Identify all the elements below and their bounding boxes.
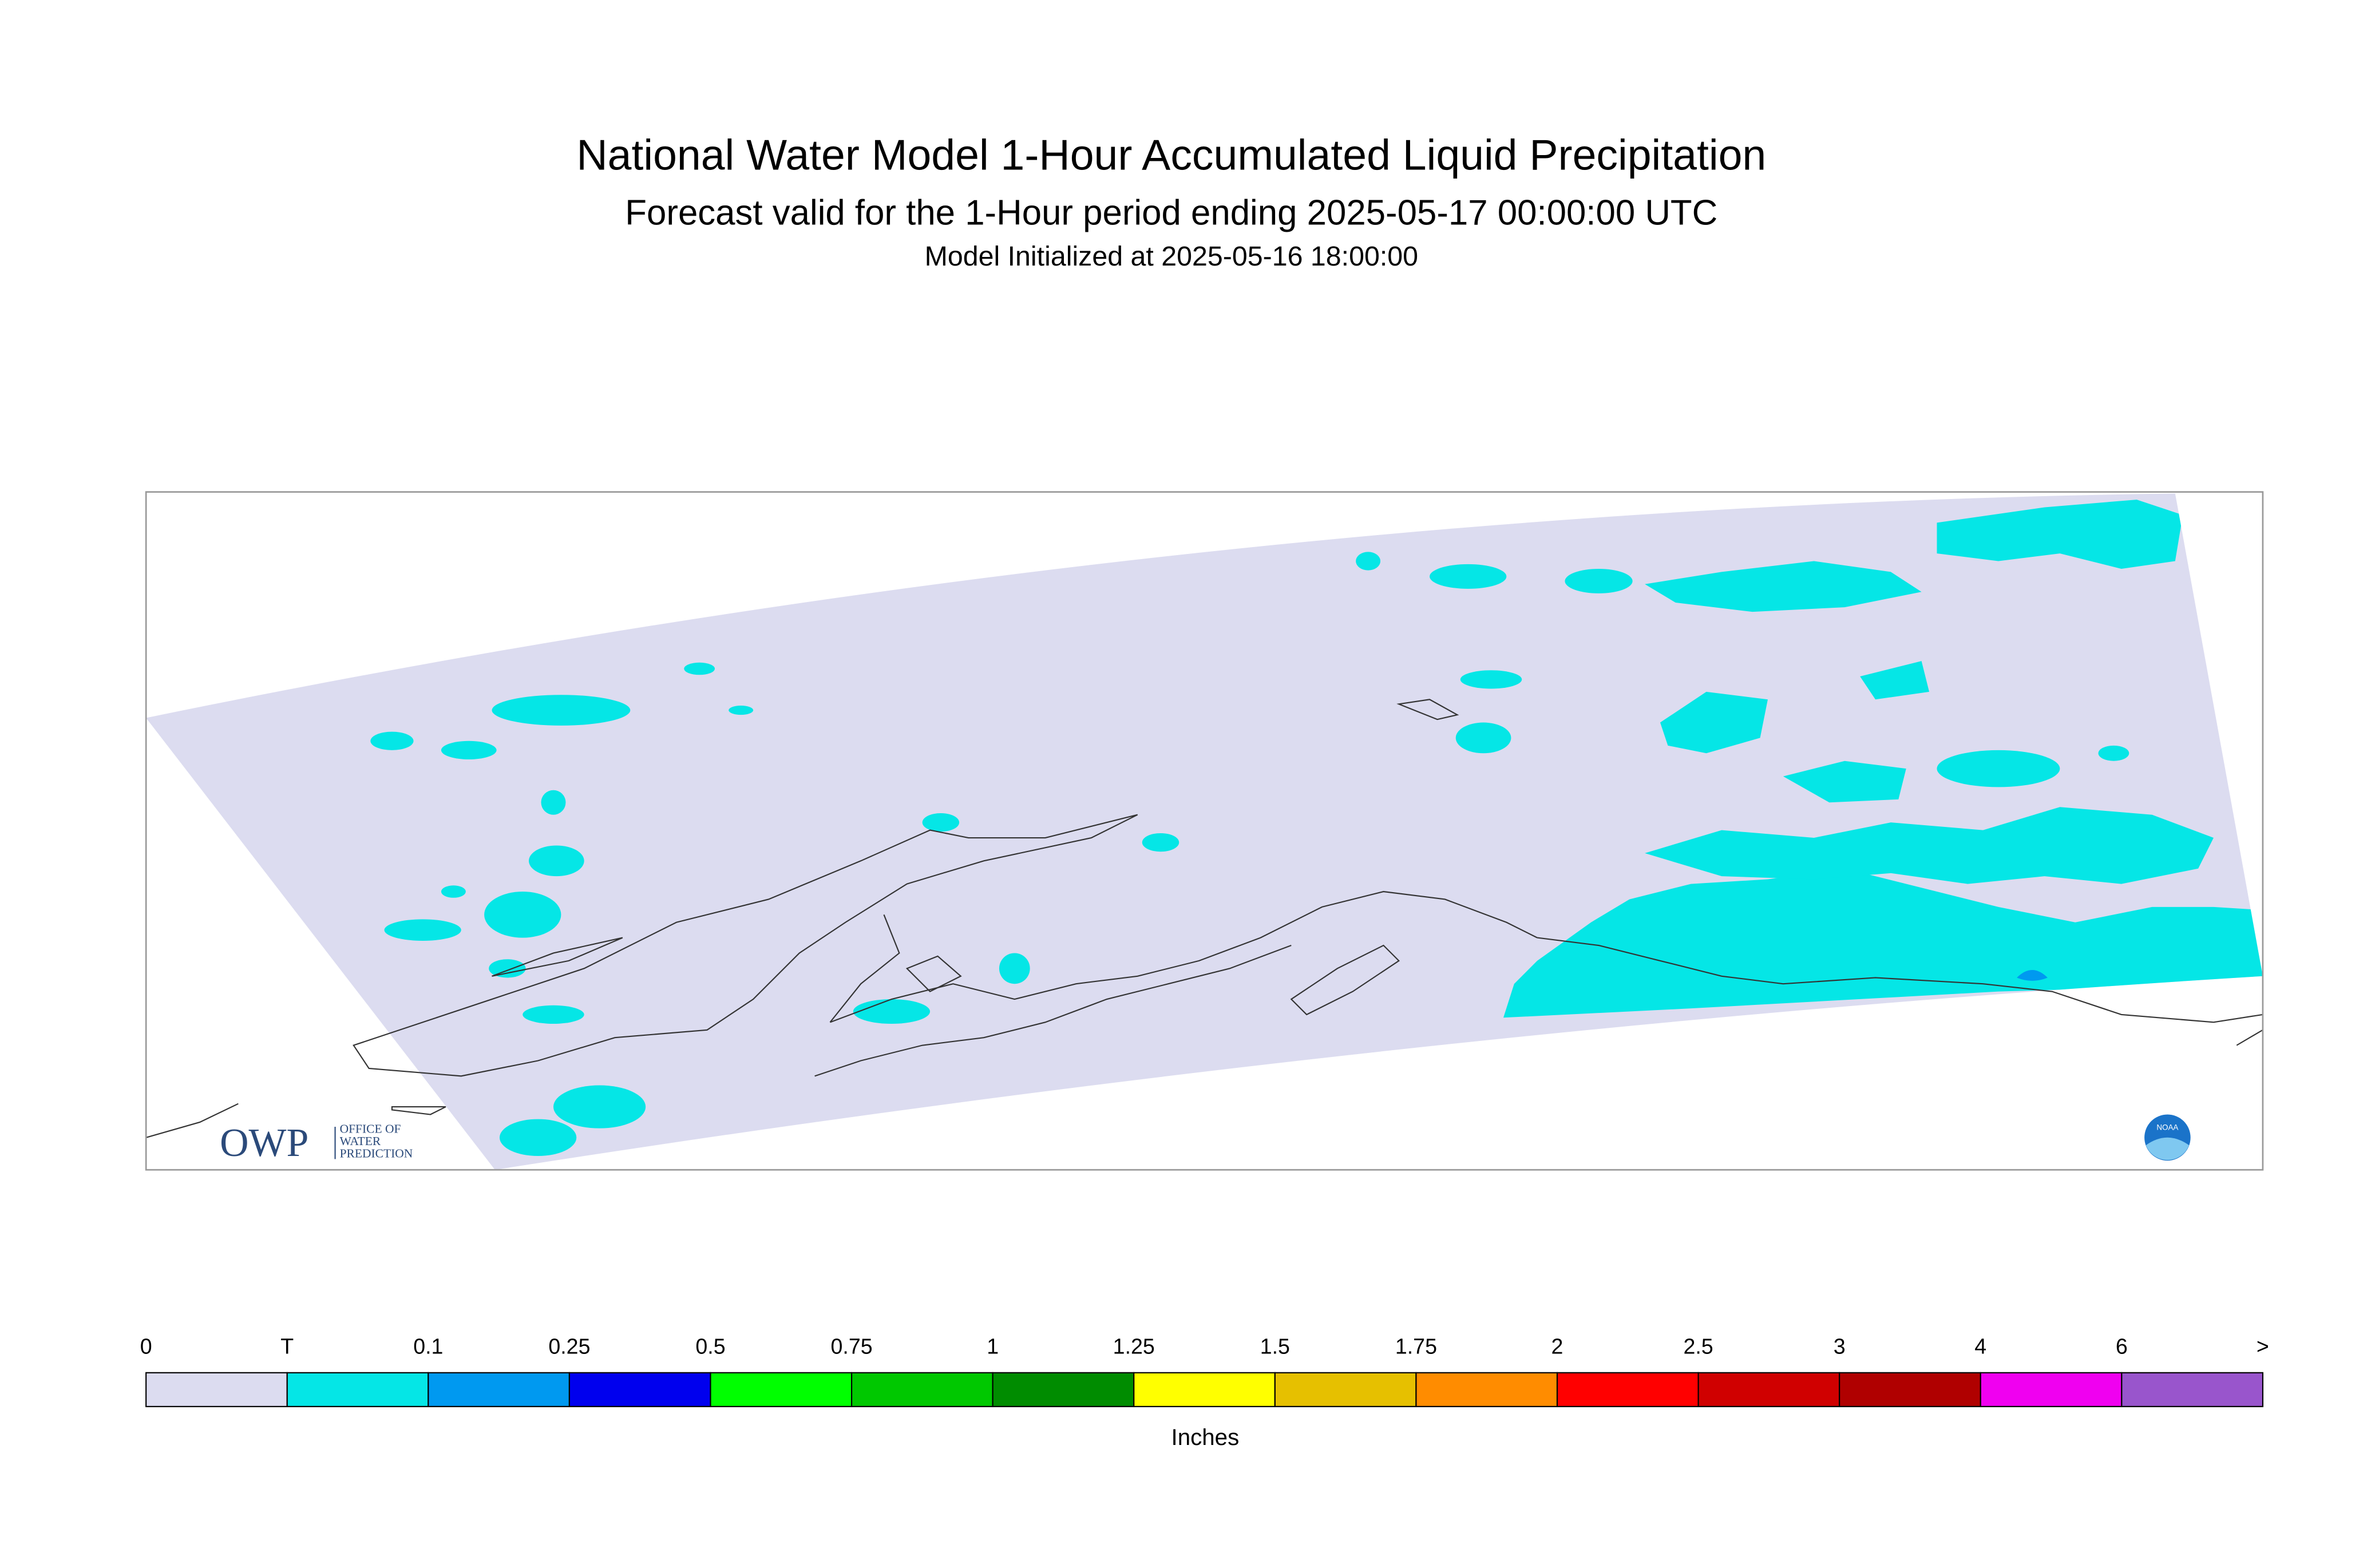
map	[146, 493, 2263, 1170]
logo-text: OWP	[220, 1121, 308, 1165]
color-box	[568, 1372, 711, 1407]
color-box	[1839, 1372, 1981, 1407]
colorbar-label: >	[2257, 1335, 2269, 1359]
color-box	[1697, 1372, 1840, 1407]
subtitle: Forecast valid for the 1-Hour period end…	[625, 193, 1717, 232]
map-frame	[145, 491, 2264, 1171]
color-box	[428, 1372, 571, 1407]
logo-subtext: PREDICTION	[340, 1147, 413, 1161]
noaa-wave	[2146, 1137, 2189, 1161]
colorbar-label: 0.1	[413, 1335, 443, 1359]
colorbar-label: 6	[2116, 1335, 2128, 1359]
color-box	[1274, 1372, 1417, 1407]
coastlines	[146, 699, 2263, 1138]
color-box	[2121, 1372, 2263, 1407]
color-box	[992, 1372, 1135, 1407]
colorbar-label: 1	[987, 1335, 999, 1359]
init-time: Model Initialized at 2025-05-16 18:00:00	[925, 241, 1418, 272]
color-box	[286, 1372, 429, 1407]
colorbar-label: 3	[1834, 1335, 1846, 1359]
color-box	[851, 1372, 993, 1407]
colorbar-label: 0	[140, 1335, 152, 1359]
title: National Water Model 1-Hour Accumulated …	[576, 131, 1766, 179]
colorbar-unit: Inches	[1171, 1424, 1240, 1450]
noaa-logo: NOAA	[2144, 1114, 2191, 1161]
color-box	[145, 1372, 288, 1407]
logo-subtext: WATER	[340, 1134, 381, 1148]
colorbar-label: T	[280, 1335, 294, 1359]
color-box	[710, 1372, 853, 1407]
colorbar-label: 2.5	[1683, 1335, 1713, 1359]
colorbar: 0 T 0.1 0.25 0.5 0.75 1 1.25 1.5 1.75 2 2.5 3 4 6 >	[140, 1335, 2269, 1407]
colorbar-label: 2	[1551, 1335, 1563, 1359]
precip-heavy	[2017, 970, 2048, 981]
color-box	[1133, 1372, 1276, 1407]
precip-areas	[370, 500, 2263, 1157]
colorbar-label: 0.25	[548, 1335, 590, 1359]
colorbar-label: 1.5	[1260, 1335, 1290, 1359]
colorbar-label: 0.75	[831, 1335, 873, 1359]
owp-logo: OWP OFFICE OF WATER PREDICTION	[220, 1121, 413, 1165]
logo-subtext: OFFICE OF	[340, 1122, 401, 1136]
colorbar-label: 0.5	[695, 1335, 725, 1359]
colorbar-label: 1.75	[1395, 1335, 1437, 1359]
noaa-text: NOAA	[2156, 1123, 2178, 1131]
colorbar-label: 4	[1974, 1335, 1986, 1359]
color-box	[1556, 1372, 1699, 1407]
colorbar-label: 1.25	[1113, 1335, 1155, 1359]
color-box	[1980, 1372, 2123, 1407]
color-box	[1415, 1372, 1558, 1407]
